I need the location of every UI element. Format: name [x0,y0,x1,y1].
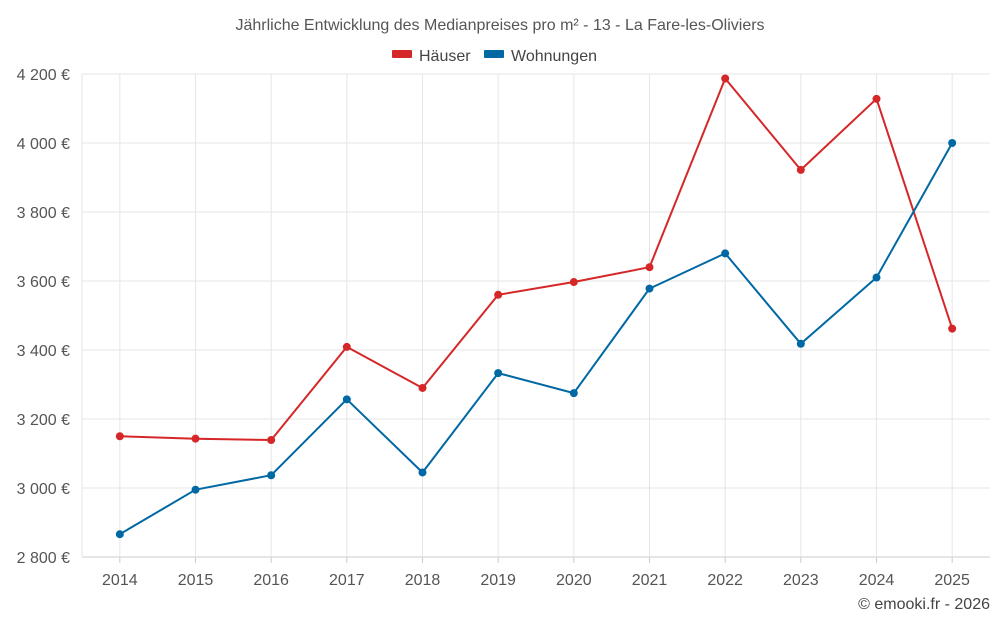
x-tick-label: 2015 [178,572,214,589]
y-tick-label: 2 800 € [17,550,70,567]
data-point-haeuser[interactable] [872,94,881,103]
y-tick-label: 3 600 € [17,274,70,291]
legend-label-wohnungen[interactable]: Wohnungen [511,48,597,65]
legend: Häuser Wohnungen [392,48,597,65]
data-point-haeuser[interactable] [418,383,427,392]
data-point-wohnungen[interactable] [418,468,427,477]
legend-label-haeuser[interactable]: Häuser [419,48,471,65]
x-tick-label: 2025 [934,572,970,589]
data-point-wohnungen[interactable] [721,249,730,258]
x-tick-label: 2023 [783,572,819,589]
y-tick-label: 4 000 € [17,136,70,153]
data-point-wohnungen[interactable] [569,389,578,398]
data-point-haeuser[interactable] [494,290,503,299]
series-line-wohnungen [119,142,954,536]
x-tick-label: 2017 [329,572,365,589]
series-layer [115,74,957,539]
data-point-haeuser[interactable] [569,278,578,287]
y-tick-label: 3 000 € [17,481,70,498]
legend-swatch-haeuser [392,50,412,58]
x-tick-label: 2018 [405,572,441,589]
data-point-wohnungen[interactable] [342,395,351,404]
data-point-wohnungen[interactable] [267,471,276,480]
data-point-wohnungen[interactable] [872,273,881,282]
x-tick-label: 2016 [253,572,289,589]
y-tick-label: 3 200 € [17,412,70,429]
x-axis-ticks: 2014 2015 2016 2017 2018 2019 2020 2021 2022 2023… [102,557,970,589]
grid [81,73,990,558]
data-point-wohnungen[interactable] [948,139,957,147]
y-tick-label: 3 400 € [17,343,70,360]
legend-swatch-wohnungen [484,50,504,58]
data-point-haeuser[interactable] [115,432,124,441]
x-tick-label: 2024 [859,572,895,589]
data-point-haeuser[interactable] [342,342,351,351]
y-tick-label: 4 200 € [17,67,70,84]
y-axis-ticks: 2 800 € 3 000 € 3 200 € 3 400 € 3 600 € 3 800… [17,67,70,567]
x-tick-label: 2022 [707,572,743,589]
data-point-wohnungen[interactable] [796,339,805,348]
series-line-haeuser [119,77,954,441]
data-point-haeuser[interactable] [267,436,276,445]
y-tick-label: 3 800 € [17,205,70,222]
data-point-haeuser[interactable] [645,263,654,272]
data-point-wohnungen[interactable] [494,369,503,378]
x-tick-label: 2014 [102,572,138,589]
data-point-haeuser[interactable] [191,434,200,443]
data-point-wohnungen[interactable] [115,530,124,539]
chart-title: Jährliche Entwicklung des Medianpreises … [235,17,764,34]
x-tick-label: 2019 [480,572,516,589]
data-point-haeuser[interactable] [948,324,957,333]
credit-text: © emooki.fr - 2026 [858,596,990,613]
data-point-haeuser[interactable] [721,74,730,83]
data-point-wohnungen[interactable] [191,485,200,494]
x-tick-label: 2021 [632,572,668,589]
x-tick-label: 2020 [556,572,592,589]
data-point-wohnungen[interactable] [645,284,654,293]
data-point-haeuser[interactable] [796,165,805,174]
